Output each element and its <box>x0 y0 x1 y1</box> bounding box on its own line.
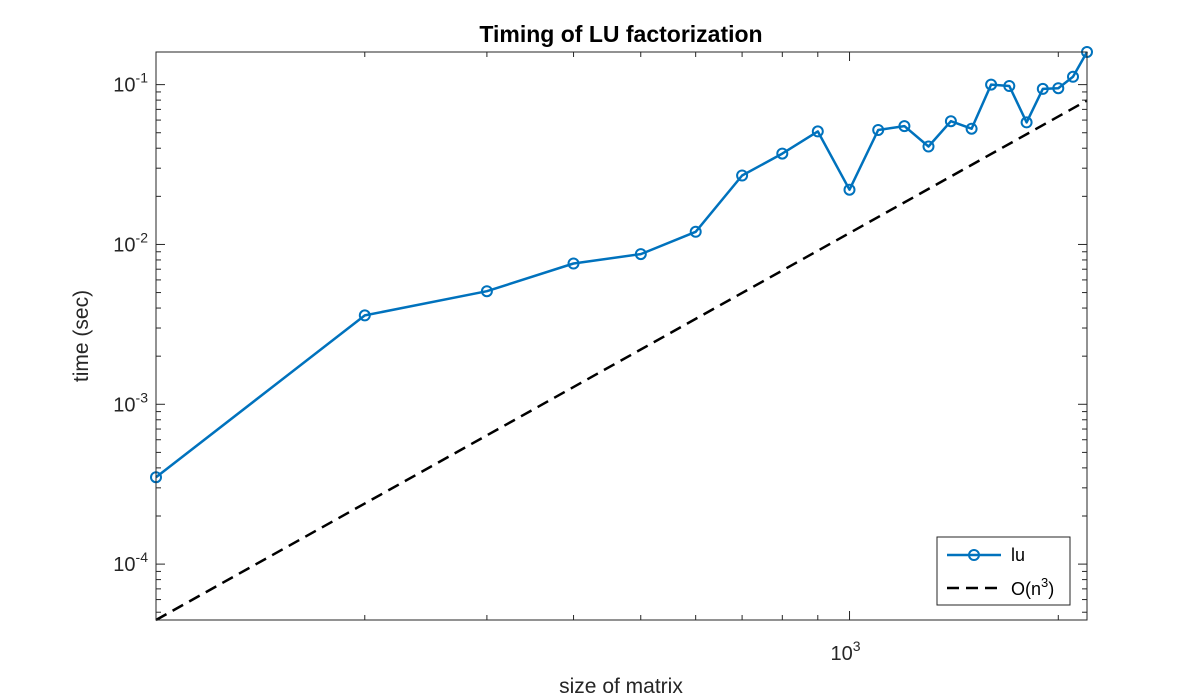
axes-box <box>155 51 1088 621</box>
data-point <box>898 120 911 133</box>
axes-layer <box>155 51 1088 621</box>
data-point <box>1020 116 1033 129</box>
data-point <box>1036 82 1049 95</box>
legend-label-on3-exp: 3 <box>1041 575 1048 590</box>
data-point <box>843 183 856 196</box>
data-point <box>965 122 978 135</box>
data-point <box>776 147 789 160</box>
data-point <box>480 285 493 298</box>
x-tick-label: 103 <box>830 638 860 665</box>
x-axis-label: size of matrix <box>559 675 683 698</box>
data-point <box>872 124 885 136</box>
legend-box <box>936 536 1071 606</box>
legend-label-on3-base: O(n <box>1011 579 1041 599</box>
legend-marker-lu <box>968 549 980 561</box>
legend-label-on3: O(n3) <box>1011 575 1054 599</box>
data-point <box>567 257 580 270</box>
y-tick-label: 10-3 <box>113 389 148 416</box>
data-point <box>358 309 371 322</box>
data-point <box>634 248 647 261</box>
legend-label-on3-suffix: ) <box>1048 579 1054 599</box>
data-point <box>811 125 824 138</box>
data-point <box>1067 70 1079 83</box>
data-point <box>922 140 935 153</box>
data-point <box>985 78 998 91</box>
tick-layer: 10-4 10-3 10-2 10-1 103 <box>113 52 1087 665</box>
series-line-0 <box>155 51 1089 479</box>
data-point <box>944 115 957 128</box>
data-point <box>1003 80 1016 92</box>
data-point <box>689 225 702 238</box>
y-tick-label: 10-4 <box>113 549 148 576</box>
data-point <box>1052 82 1065 95</box>
plot-area <box>156 52 1087 620</box>
data-point <box>736 169 749 182</box>
chart-title: Timing of LU factorization <box>479 21 762 47</box>
series-line-1 <box>155 99 1088 622</box>
y-tick-label: 10-1 <box>113 70 148 97</box>
legend[interactable]: lu O(n3) <box>936 536 1071 606</box>
legend-label-lu: lu <box>1011 545 1025 565</box>
y-axis-label: time (sec) <box>70 290 93 382</box>
y-tick-label: 10-2 <box>113 229 148 256</box>
